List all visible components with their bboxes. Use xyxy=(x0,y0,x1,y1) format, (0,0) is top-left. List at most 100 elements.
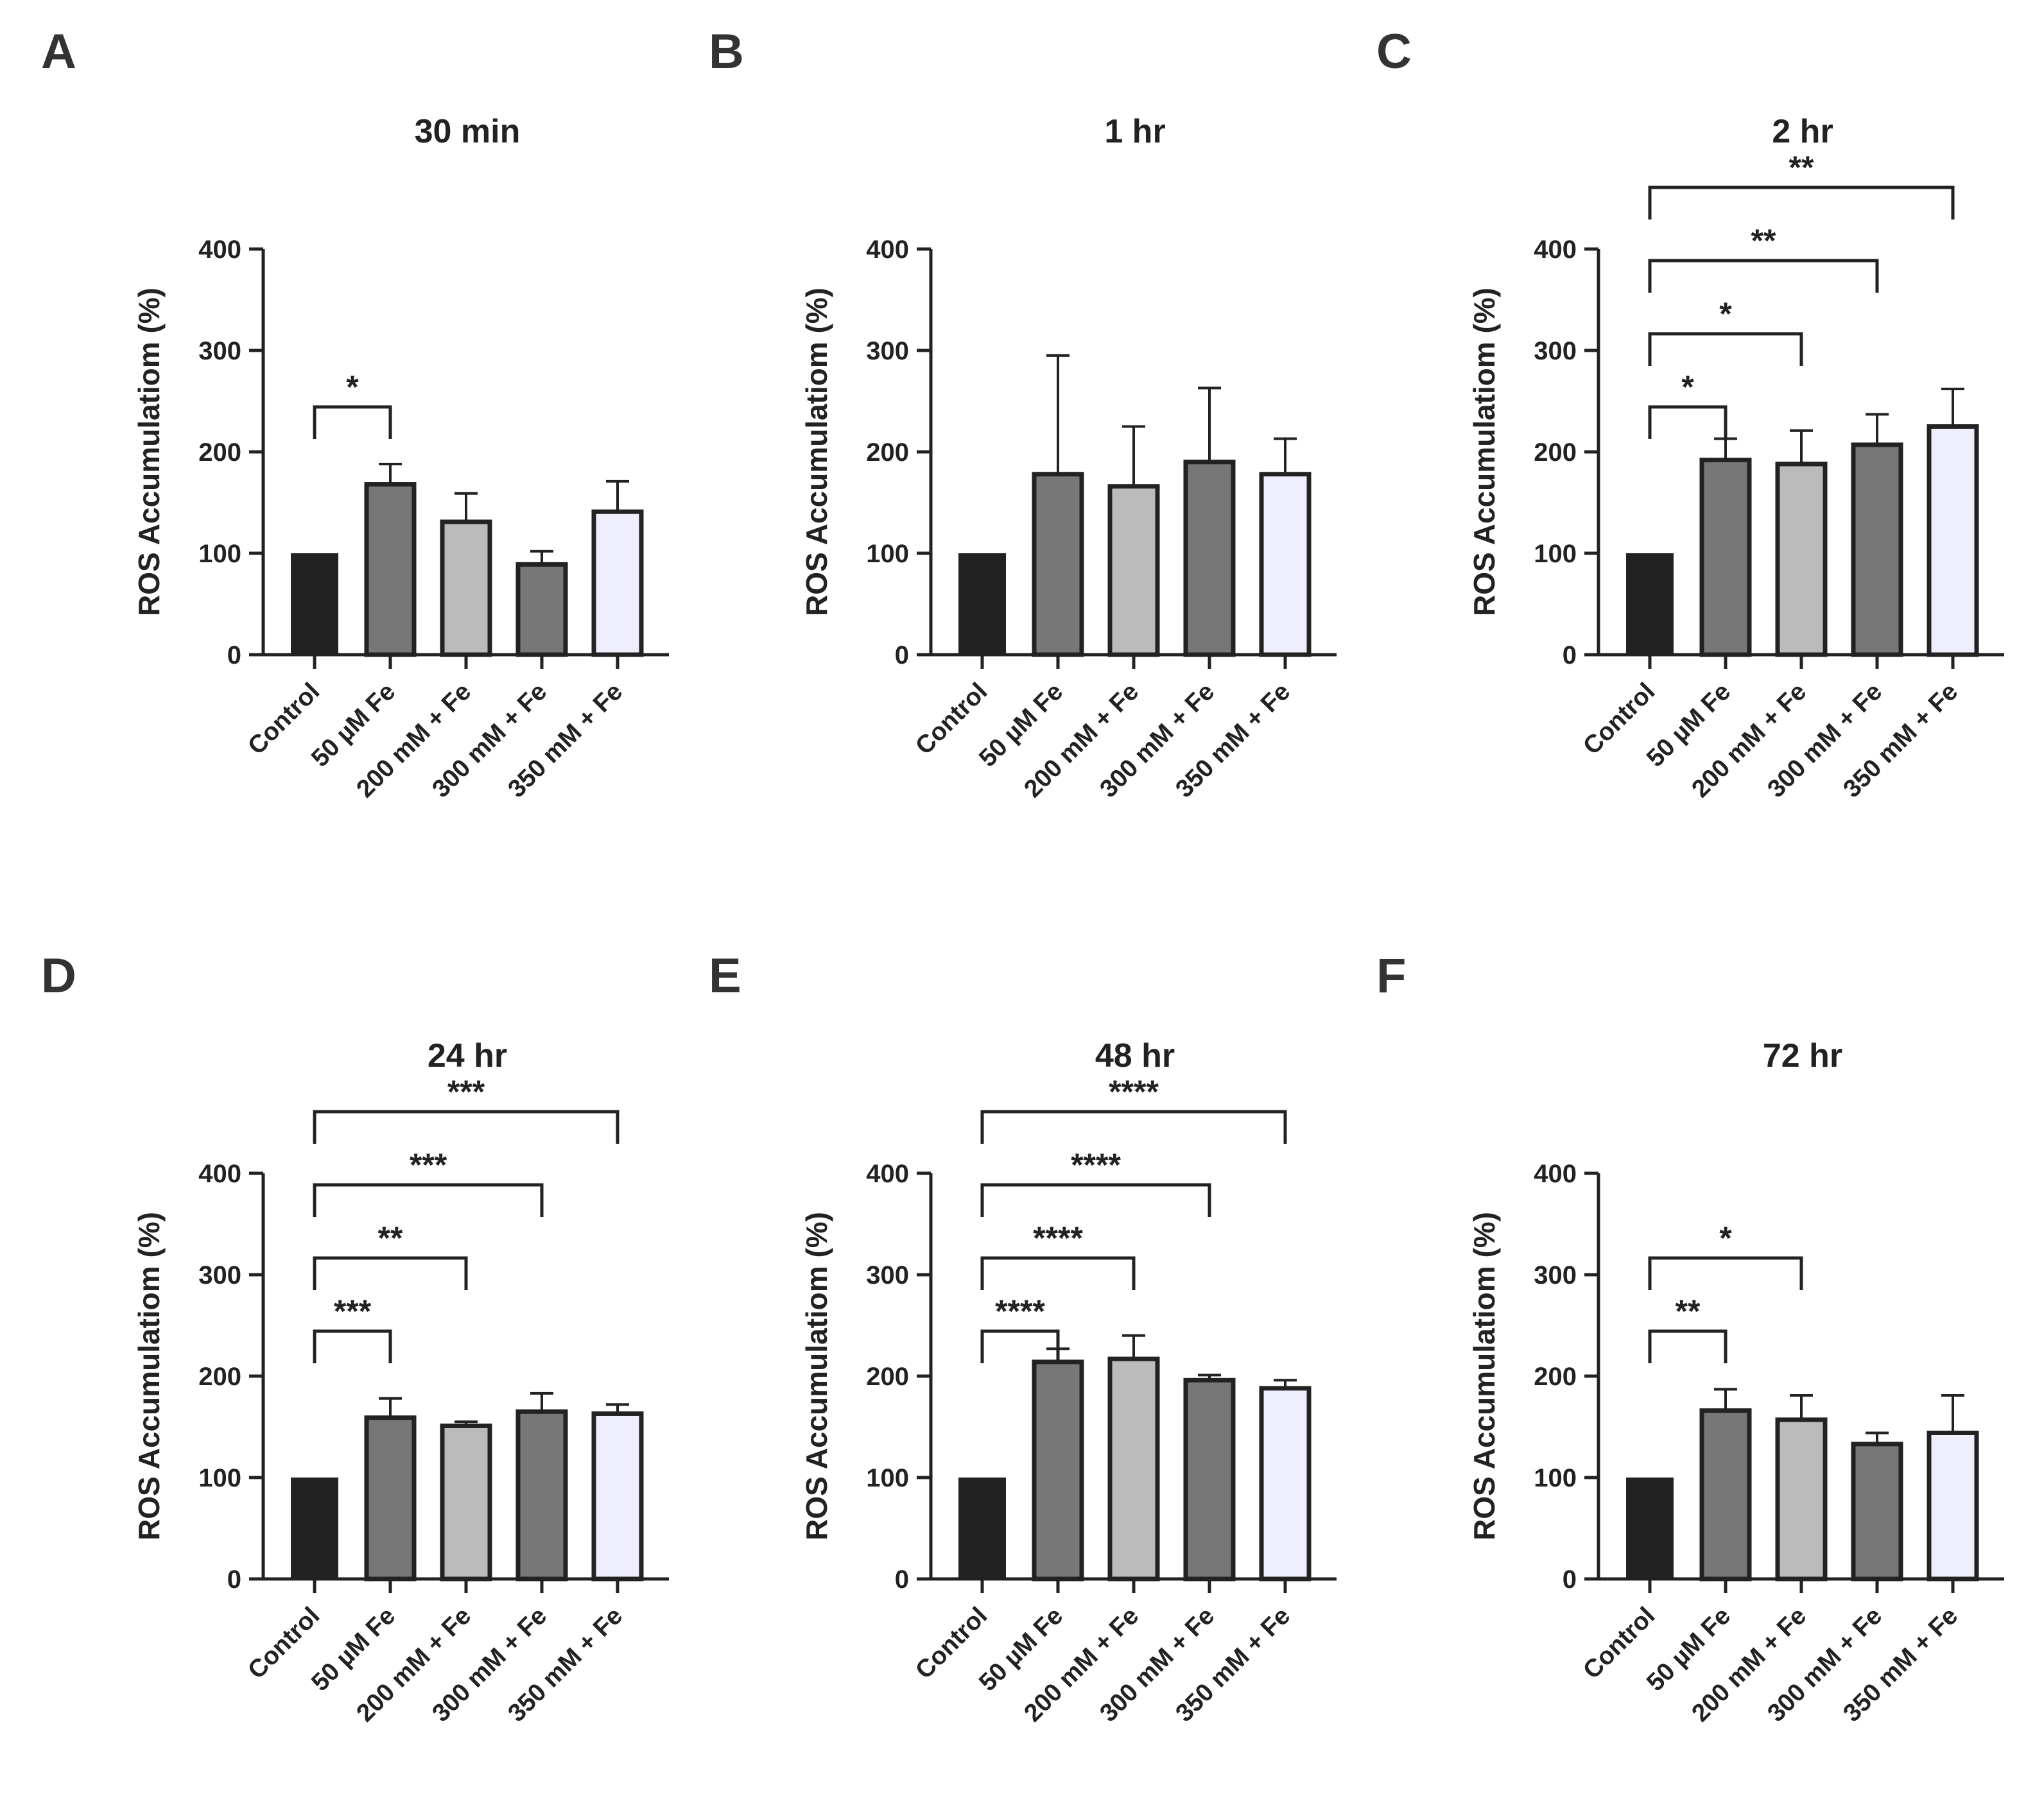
y-tick-label: 300 xyxy=(866,1261,909,1289)
panel-title: 1 hr xyxy=(1104,113,1165,150)
bar-300-mm-fe xyxy=(1183,1377,1236,1582)
significance-label: *** xyxy=(410,1147,447,1183)
significance-label: * xyxy=(1719,296,1732,332)
bar-350-mm-fe xyxy=(1927,1430,1979,1582)
significance-bracket xyxy=(1648,405,1728,439)
significance-label: ** xyxy=(1789,150,1814,185)
y-tick-label: 300 xyxy=(866,337,909,365)
significance-label: ** xyxy=(1676,1293,1701,1329)
significance-label: **** xyxy=(1033,1220,1083,1256)
y-tick-label: 0 xyxy=(227,1565,241,1594)
bar-200-mm-fe xyxy=(1107,484,1160,657)
y-tick-label: 400 xyxy=(866,236,909,264)
bar-control xyxy=(291,1478,338,1579)
bar-300-mm-fe xyxy=(515,562,568,657)
significance-bracket xyxy=(1648,1256,1803,1290)
significance-bracket xyxy=(1648,185,1955,220)
y-tick-label: 400 xyxy=(198,1160,241,1188)
panel-letter: F xyxy=(1376,949,1406,1003)
panel-a: A 30 min 0 100 200 300 400 ROS Accumulatiom (%)… xyxy=(41,24,669,803)
panel-title: 72 hr xyxy=(1763,1037,1842,1074)
y-tick-label: 100 xyxy=(1534,540,1577,568)
significance-label: **** xyxy=(1109,1074,1159,1110)
panel-letter: B xyxy=(709,24,744,79)
y-tick-label: 100 xyxy=(866,1464,909,1492)
panel-letter: E xyxy=(709,949,741,1003)
bar-200-mm-fe xyxy=(1775,1417,1828,1582)
bar-control xyxy=(291,553,338,655)
significance-bracket xyxy=(313,1183,544,1217)
y-tick-label: 0 xyxy=(895,1565,909,1594)
y-tick-label: 200 xyxy=(1534,1363,1577,1391)
bar-300-mm-fe xyxy=(515,1409,568,1582)
bar-200-mm-fe xyxy=(440,1423,492,1582)
significance-bracket xyxy=(980,1183,1211,1217)
y-tick-label: 0 xyxy=(1563,641,1577,669)
y-tick-label: 300 xyxy=(1534,337,1577,365)
bar-control xyxy=(958,553,1006,655)
y-tick-label: 100 xyxy=(1534,1464,1577,1492)
bar-300-mm-fe xyxy=(1851,442,1903,657)
significance-label: **** xyxy=(1071,1147,1121,1183)
bar-300-mm-fe xyxy=(1851,1442,1903,1582)
bar-control xyxy=(958,1478,1006,1579)
panel-letter: A xyxy=(41,24,76,79)
y-tick-label: 100 xyxy=(866,540,909,568)
bar-200-mm-fe xyxy=(1107,1356,1160,1582)
significance-label: *** xyxy=(334,1293,372,1329)
y-tick-label: 200 xyxy=(198,1363,241,1391)
bar-350-mm-fe xyxy=(1927,424,1979,657)
y-tick-label: 200 xyxy=(1534,438,1577,467)
significance-bracket xyxy=(1648,332,1803,366)
panel-title: 2 hr xyxy=(1772,113,1833,150)
y-tick-label: 400 xyxy=(1534,1160,1577,1188)
y-tick-label: 300 xyxy=(1534,1261,1577,1289)
y-tick-label: 100 xyxy=(198,540,241,568)
bar-50-m-fe xyxy=(364,482,417,657)
y-axis-label: ROS Accumulatiom (%) xyxy=(1468,288,1501,616)
bar-50-m-fe xyxy=(1699,458,1752,657)
panel-title: 24 hr xyxy=(428,1037,507,1074)
significance-label: * xyxy=(1681,369,1694,405)
y-axis-label: ROS Accumulatiom (%) xyxy=(800,288,833,616)
bar-200-mm-fe xyxy=(440,519,492,657)
bar-350-mm-fe xyxy=(1259,1386,1312,1582)
y-tick-label: 400 xyxy=(198,236,241,264)
y-tick-label: 200 xyxy=(198,438,241,467)
y-axis-label: ROS Accumulatiom (%) xyxy=(1468,1212,1501,1540)
panel-title: 48 hr xyxy=(1095,1037,1175,1074)
bar-50-m-fe xyxy=(1699,1408,1752,1582)
panel-title: 30 min xyxy=(415,113,521,150)
significance-bracket xyxy=(980,1110,1287,1144)
bar-350-mm-fe xyxy=(1259,472,1312,657)
y-tick-label: 0 xyxy=(1563,1565,1577,1594)
significance-bracket xyxy=(1648,1329,1728,1363)
y-tick-label: 300 xyxy=(198,337,241,365)
bar-50-m-fe xyxy=(364,1415,417,1582)
y-tick-label: 200 xyxy=(866,1363,909,1391)
significance-bracket xyxy=(1648,259,1879,293)
bar-300-mm-fe xyxy=(1183,460,1236,657)
significance-label: *** xyxy=(447,1074,485,1110)
bar-200-mm-fe xyxy=(1775,461,1828,657)
significance-label: ** xyxy=(1751,223,1776,259)
y-tick-label: 200 xyxy=(866,438,909,467)
panel-letter: C xyxy=(1376,24,1412,79)
significance-bracket xyxy=(313,405,392,439)
y-tick-label: 400 xyxy=(866,1160,909,1188)
y-tick-label: 100 xyxy=(198,1464,241,1492)
bar-control xyxy=(1626,1478,1674,1579)
bar-350-mm-fe xyxy=(591,1411,644,1582)
bar-50-m-fe xyxy=(1032,1359,1084,1582)
bar-50-m-fe xyxy=(1032,472,1084,657)
significance-bracket xyxy=(313,1329,392,1363)
significance-label: * xyxy=(1719,1220,1732,1256)
significance-bracket xyxy=(980,1256,1136,1290)
significance-label: **** xyxy=(995,1293,1045,1329)
y-tick-label: 400 xyxy=(1534,236,1577,264)
